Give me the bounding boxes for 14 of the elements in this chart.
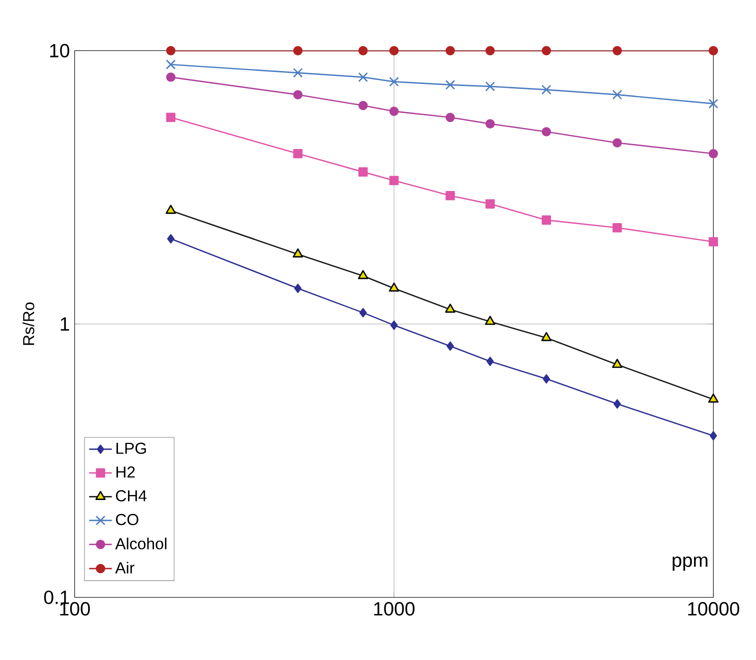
legend-label: CO: [116, 514, 138, 526]
x-tick-label: 1000: [374, 602, 415, 616]
y-tick-label: 10: [50, 44, 70, 58]
legend-label: LPG: [116, 442, 146, 454]
y-tick-label: 0.1: [44, 590, 70, 604]
y-axis-title: Rs/Ro: [22, 302, 34, 345]
legend-label: Alcohol: [115, 538, 166, 550]
x-tick-label: 100: [60, 602, 90, 616]
legend-label: Air: [115, 562, 134, 574]
x-tick-label: 10000: [688, 602, 740, 616]
x-axis-title: ppm: [672, 556, 708, 571]
legend-label: H2: [116, 466, 135, 478]
legend-label: CH4: [116, 490, 147, 502]
y-tick-label: 1: [60, 317, 70, 331]
